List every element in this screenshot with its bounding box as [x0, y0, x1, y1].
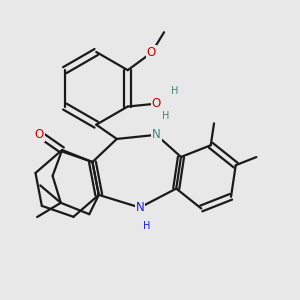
Text: N: N [136, 201, 144, 214]
Text: O: O [147, 46, 156, 59]
Text: N: N [152, 128, 161, 141]
Text: H: H [162, 111, 169, 121]
Text: H: H [171, 86, 178, 96]
Text: O: O [152, 97, 161, 110]
Text: H: H [142, 221, 150, 231]
Text: O: O [35, 128, 44, 141]
